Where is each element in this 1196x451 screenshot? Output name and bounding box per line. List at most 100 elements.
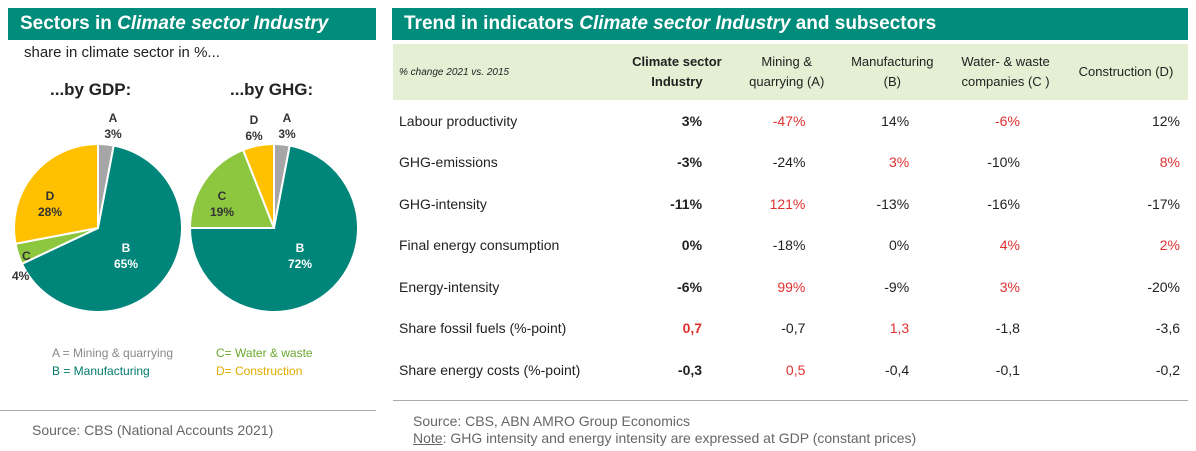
table-cell: -9% bbox=[884, 278, 910, 295]
row-label: GHG-intensity bbox=[399, 195, 487, 212]
pie-slice-d bbox=[13, 142, 99, 245]
table-cell: -10% bbox=[987, 154, 1020, 171]
right-panel-title: Trend in indicators Climate sector Indus… bbox=[392, 8, 1188, 40]
pie-label-c: C bbox=[218, 189, 227, 203]
column-header-0: Climate sector Industry bbox=[617, 44, 737, 100]
pie-gdp-title: ...by GDP: bbox=[50, 80, 132, 99]
pie-value-c: 4% bbox=[12, 269, 30, 283]
column-header-2: Manufacturing (B) bbox=[837, 44, 948, 100]
table-cell: -18% bbox=[772, 237, 806, 254]
table-row: Share energy costs (%-point) -0,3 0,5 -0,4 -… bbox=[393, 349, 1188, 391]
table-cell: -3% bbox=[677, 154, 703, 171]
pie-value-d: 6% bbox=[245, 129, 263, 143]
right-source-divider bbox=[393, 400, 1188, 401]
legend-a: A = Mining & quarrying bbox=[52, 346, 174, 360]
pie-ghg-title: ...by GHG: bbox=[230, 80, 314, 99]
table-cell: -6% bbox=[995, 112, 1020, 129]
left-panel-title: Sectors in Climate sector Industry bbox=[8, 8, 376, 40]
left-source: Source: CBS (National Accounts 2021) bbox=[32, 422, 274, 438]
table-cell: -11% bbox=[670, 195, 703, 212]
table-header-label: % change 2021 vs. 2015 bbox=[393, 44, 618, 100]
table-cell: -20% bbox=[1147, 278, 1180, 295]
table-row: GHG-emissions -3% -24% 3% -10% 8% bbox=[393, 142, 1188, 184]
table-row: Share fossil fuels (%-point) 0,7 -0,7 1,3 -1… bbox=[393, 308, 1188, 350]
table-cell: 0,5 bbox=[785, 361, 806, 378]
table-cell: 3% bbox=[999, 278, 1020, 295]
pie-value-d: 28% bbox=[38, 205, 62, 219]
indicator-table: % change 2021 vs. 2015 Climate sector Indu… bbox=[393, 44, 1188, 391]
row-label: Share fossil fuels (%-point) bbox=[399, 320, 567, 337]
pie-value-b: 72% bbox=[288, 257, 312, 271]
table-cell: 1,3 bbox=[889, 320, 910, 337]
note-label: Note bbox=[413, 430, 443, 446]
column-header-1: Mining & quarrying (A) bbox=[736, 44, 838, 100]
legend-b: B = Manufacturing bbox=[52, 364, 150, 378]
table-row: Labour productivity 3% -47% 14% -6% 12% bbox=[393, 100, 1188, 142]
row-label: Energy-intensity bbox=[399, 278, 500, 295]
right-title-suffix: and subsectors bbox=[790, 13, 937, 34]
pie-label-b: B bbox=[296, 241, 305, 255]
table-header-row: % change 2021 vs. 2015 Climate sector Indu… bbox=[393, 44, 1188, 100]
table-cell: 2% bbox=[1159, 237, 1180, 254]
table-cell: 3% bbox=[888, 154, 910, 171]
table-cell: 12% bbox=[1151, 112, 1180, 129]
table-cell: -0,4 bbox=[885, 361, 910, 378]
table-cell: -0,7 bbox=[781, 320, 806, 337]
row-label: Share energy costs (%-point) bbox=[399, 361, 581, 378]
pie-label-a: A bbox=[283, 111, 292, 125]
table-row: Final energy consumption 0% -18% 0% 4% 2% bbox=[393, 225, 1188, 267]
table-row: GHG-intensity -11% 121% -13% -16% -17% bbox=[393, 183, 1188, 225]
table-cell: 0% bbox=[888, 237, 910, 254]
pie-value-b: 65% bbox=[114, 257, 138, 271]
left-title-prefix: Sectors in bbox=[20, 13, 118, 34]
table-cell: 0,7 bbox=[682, 320, 703, 337]
table-cell: -0,2 bbox=[1155, 361, 1180, 378]
table-cell: 4% bbox=[999, 237, 1020, 254]
pie-slice-c bbox=[188, 148, 276, 229]
pie-label-c: C bbox=[22, 249, 31, 263]
row-label: Final energy consumption bbox=[399, 237, 560, 254]
pie-value-a: 3% bbox=[278, 127, 296, 141]
pie-value-c: 19% bbox=[210, 205, 234, 219]
table-cell: -47% bbox=[772, 112, 806, 129]
table-row: Energy-intensity -6% 99% -9% 3% -20% bbox=[393, 266, 1188, 308]
table-cell: -0,3 bbox=[677, 361, 703, 378]
pie-label-d: D bbox=[250, 113, 259, 127]
right-source: Source: CBS, ABN AMRO Group Economics bbox=[413, 413, 690, 429]
column-header-3: Water- & waste companies (C ) bbox=[947, 44, 1064, 100]
pie-label-d: D bbox=[46, 189, 55, 203]
pie-label-a: A bbox=[109, 111, 118, 125]
right-title-prefix: Trend in indicators bbox=[404, 13, 580, 34]
pie-slice-d bbox=[241, 142, 275, 229]
column-header-4: Construction (D) bbox=[1063, 44, 1188, 100]
pie-slice-b bbox=[20, 144, 183, 313]
table-cell: 8% bbox=[1159, 154, 1180, 171]
right-note: Note: GHG intensity and energy intensity… bbox=[413, 430, 916, 446]
left-source-divider bbox=[0, 410, 376, 411]
pie-ghg: A 3% B 72% C 19% D 6% bbox=[188, 111, 359, 313]
table-cell: 121% bbox=[769, 195, 806, 212]
table-cell: -16% bbox=[987, 195, 1020, 212]
row-label: Labour productivity bbox=[399, 112, 518, 129]
table-cell: -3,6 bbox=[1155, 320, 1180, 337]
legend-c: C= Water & waste bbox=[216, 346, 313, 360]
table-cell: 14% bbox=[881, 112, 910, 129]
table-cell: -1,8 bbox=[995, 320, 1020, 337]
pie-value-a: 3% bbox=[104, 127, 122, 141]
table-cell: -24% bbox=[772, 154, 806, 171]
table-cell: -6% bbox=[677, 278, 703, 295]
pie-gdp: A 3% B 65% C 4% D 28% bbox=[12, 111, 183, 313]
table-cell: -13% bbox=[876, 195, 910, 212]
pie-charts: A 3% B 65% C 4% D 28% A 3% B 72% C 19% D 6% bbox=[12, 111, 359, 313]
pie-label-b: B bbox=[122, 241, 131, 255]
note-text: : GHG intensity and energy intensity are… bbox=[442, 430, 917, 446]
left-title-italic: Climate sector Industry bbox=[117, 13, 329, 34]
table-cell: 99% bbox=[777, 278, 806, 295]
table-cell: 3% bbox=[681, 112, 703, 129]
right-title-italic: Climate sector Industry bbox=[579, 13, 791, 34]
legend-d: D= Construction bbox=[216, 364, 303, 378]
table-cell: 0% bbox=[681, 237, 703, 254]
table-cell: -17% bbox=[1147, 195, 1180, 212]
row-label: GHG-emissions bbox=[399, 154, 498, 171]
table-body: Labour productivity 3% -47% 14% -6% 12% GHG-em… bbox=[393, 100, 1188, 391]
